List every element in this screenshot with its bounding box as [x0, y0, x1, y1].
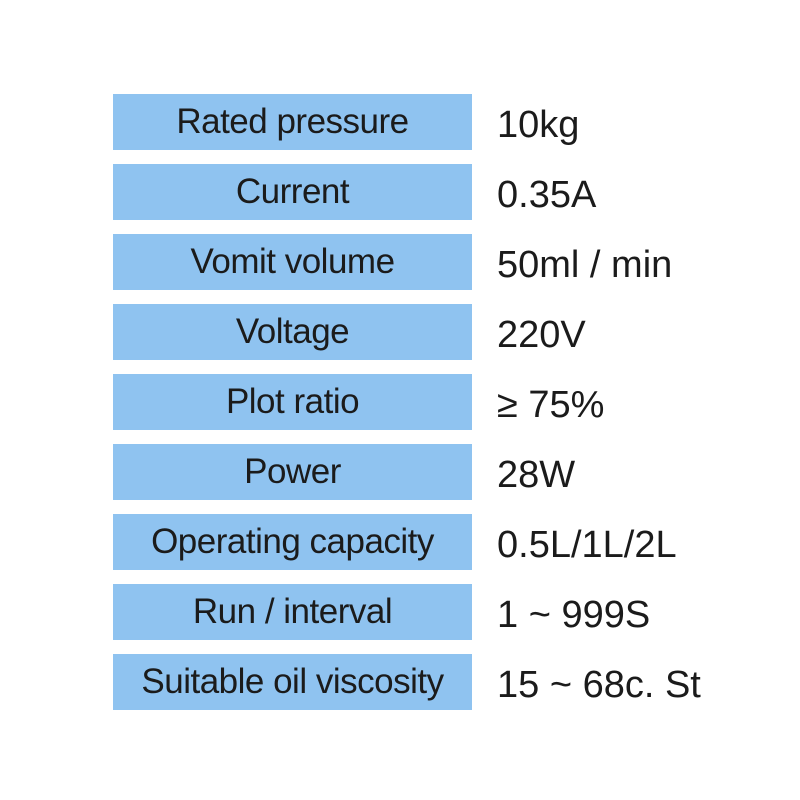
spec-value: ≥ 75%	[497, 383, 605, 426]
spec-row: Run / interval 1 ~ 999S	[113, 584, 733, 640]
spec-row: Operating capacity 0.5L/1L/2L	[113, 514, 733, 570]
spec-label: Power	[113, 444, 472, 500]
spec-value: 0.35A	[497, 173, 597, 216]
spec-row: Vomit volume 50ml / min	[113, 234, 733, 290]
spec-row: Current 0.35A	[113, 164, 733, 220]
spec-row: Power 28W	[113, 444, 733, 500]
spec-label: Vomit volume	[113, 234, 472, 290]
spec-value: 50ml / min	[497, 243, 673, 286]
spec-label: Run / interval	[113, 584, 472, 640]
spec-label: Suitable oil viscosity	[113, 654, 472, 710]
spec-value: 28W	[497, 453, 576, 496]
spec-row: Voltage 220V	[113, 304, 733, 360]
spec-value: 10kg	[497, 103, 580, 146]
spec-row: Rated pressure 10kg	[113, 94, 733, 150]
spec-value: 220V	[497, 313, 586, 356]
spec-value: 0.5L/1L/2L	[497, 523, 677, 566]
spec-value: 1 ~ 999S	[497, 593, 651, 636]
spec-label: Plot ratio	[113, 374, 472, 430]
spec-label: Operating capacity	[113, 514, 472, 570]
spec-label: Current	[113, 164, 472, 220]
spec-table: Rated pressure 10kg Current 0.35A Vomit volu…	[113, 94, 733, 724]
spec-value: 15 ~ 68c. St	[497, 663, 701, 706]
spec-label: Rated pressure	[113, 94, 472, 150]
spec-row: Suitable oil viscosity 15 ~ 68c. St	[113, 654, 733, 710]
spec-row: Plot ratio ≥ 75%	[113, 374, 733, 430]
spec-label: Voltage	[113, 304, 472, 360]
